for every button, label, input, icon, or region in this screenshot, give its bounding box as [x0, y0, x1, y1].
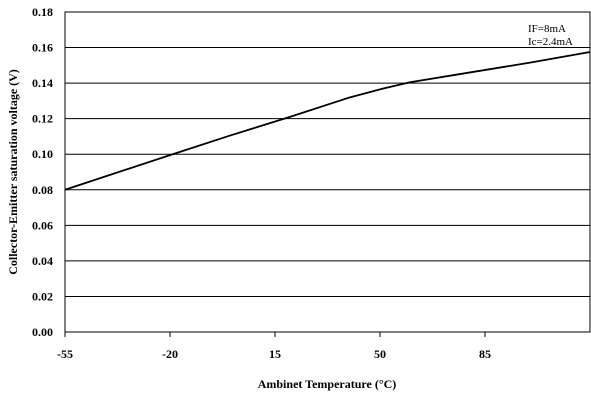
y-tick-label: 0.00	[32, 325, 53, 339]
x-tick-label: 15	[269, 347, 281, 361]
y-tick-label: 0.04	[32, 254, 53, 268]
y-tick-label: 0.02	[32, 289, 53, 303]
y-tick-label: 0.10	[32, 147, 53, 161]
y-axis-title: Collector-Emitter saturation voltage (V)	[6, 69, 20, 275]
y-tick-label: 0.08	[32, 183, 53, 197]
y-tick-label: 0.12	[32, 112, 53, 126]
x-tick-label: -20	[162, 347, 178, 361]
x-tick-label: 85	[479, 347, 491, 361]
annotation-text: Ic=2.4mA	[528, 36, 573, 48]
plot-frame	[64, 11, 591, 333]
y-tick-label: 0.16	[32, 41, 53, 55]
series-line	[64, 51, 591, 191]
x-tick-label: -55	[57, 347, 73, 361]
y-tick-label: 0.06	[32, 218, 53, 232]
tick-labels: 0.00 0.02 0.04 0.06 0.08 0.10 0.12 0.14 0.16 0.18…	[32, 5, 491, 361]
x-tick-label: 50	[374, 347, 386, 361]
y-tick-label: 0.18	[32, 5, 53, 19]
annotation-text: IF=8mA	[528, 23, 566, 35]
grid-lines	[64, 11, 590, 337]
x-axis-title: Ambinet Temperature (°C)	[258, 377, 397, 391]
y-tick-label: 0.14	[32, 76, 53, 90]
